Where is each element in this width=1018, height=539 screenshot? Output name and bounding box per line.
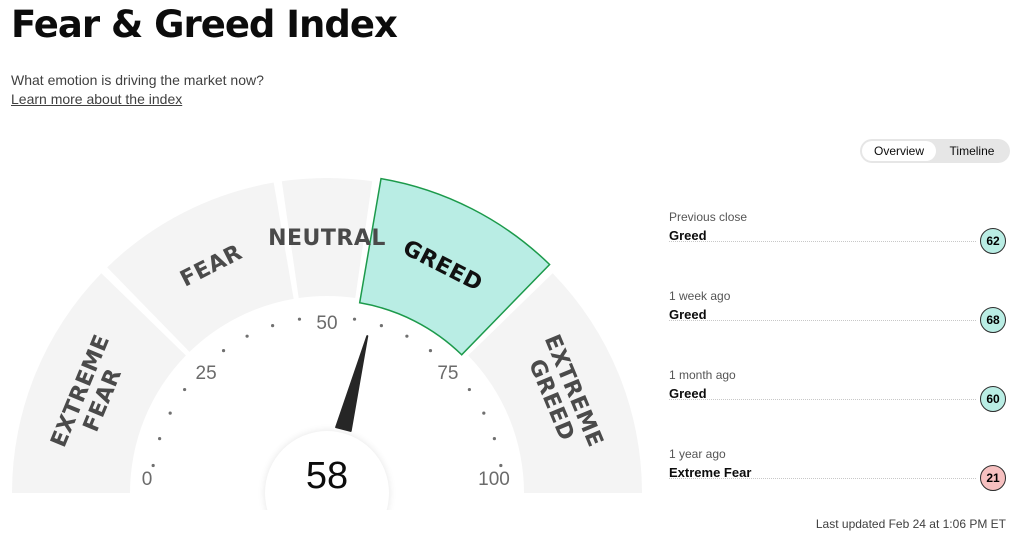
last-updated: Last updated Feb 24 at 1:06 PM ET [815,517,1006,531]
history-rating: Greed [669,307,707,322]
scale-label-100: 100 [478,469,510,490]
scale-dot [297,317,302,321]
scale-dot [151,463,155,468]
scale-label-0: 0 [142,469,153,490]
gauge-hub [265,431,389,510]
history-rating: Extreme Fear [669,465,752,480]
history-item-1-year-ago: 1 year ago Extreme Fear 21 [669,447,1006,495]
zone-label-neutral: NEUTRAL [268,226,386,251]
scale-dot [271,324,275,328]
scale-dot [467,387,471,392]
gauge-zone-neutral[interactable] [281,178,373,299]
scale-dot [352,317,357,321]
gauge-needle [335,335,369,432]
scale-dot [428,349,433,353]
history-leader-line [669,320,976,321]
scale-dot [405,334,409,338]
gauge-zone-extreme-fear[interactable] [12,273,186,493]
tab-timeline[interactable]: Timeline [949,144,995,158]
gauge-zone-greed[interactable] [358,177,551,356]
history-label: 1 month ago [669,368,736,382]
scale-dot [492,437,496,441]
history-score-badge: 62 [980,228,1006,254]
history-leader-line [669,478,976,479]
scale-label-50: 50 [316,313,337,334]
gauge-value: 58 [306,455,348,497]
history-score-badge: 21 [980,465,1006,491]
scale-label-25: 25 [196,363,217,384]
scale-dot [482,411,486,415]
scale-dot [245,334,249,338]
history-item-previous-close: Previous close Greed 62 [669,210,1006,258]
history-item-1-week-ago: 1 week ago Greed 68 [669,289,1006,337]
history-item-1-month-ago: 1 month ago Greed 60 [669,368,1006,416]
scale-dot [168,411,172,415]
scale-dot [221,349,226,353]
scale-dot [158,437,162,441]
page-subtitle: What emotion is driving the market now? [11,72,264,88]
learn-more-link[interactable]: Learn more about the index [11,91,183,107]
history-label: 1 week ago [669,289,731,303]
history-score-badge: 68 [980,307,1006,333]
view-toggle: Overview Timeline [860,139,1010,163]
history-label: Previous close [669,210,748,224]
page-title: Fear & Greed Index [11,3,398,46]
history-score-badge: 60 [980,386,1006,412]
history-label: 1 year ago [669,447,726,461]
scale-dot [379,324,383,328]
history-rating: Greed [669,228,707,243]
gauge-zone-fear[interactable] [107,182,294,352]
gauge-zone-extreme-greed[interactable] [468,273,642,493]
scale-dot [183,387,187,392]
scale-dot [499,463,503,468]
history-leader-line [669,399,976,400]
history-leader-line [669,241,976,242]
tab-overview[interactable]: Overview [862,141,936,161]
scale-label-75: 75 [437,363,458,384]
history-rating: Greed [669,386,707,401]
